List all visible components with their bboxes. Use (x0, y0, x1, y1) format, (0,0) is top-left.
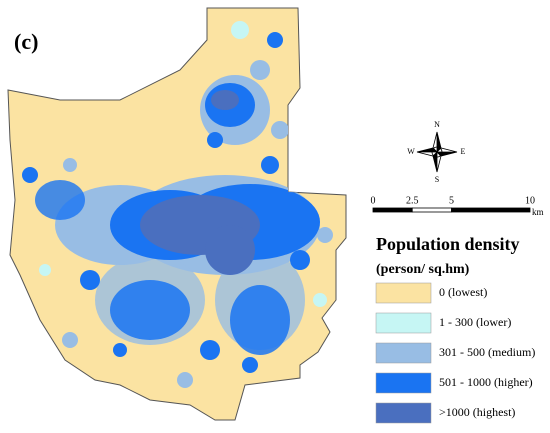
compass-west: W (407, 147, 415, 156)
compass-north: N (434, 120, 440, 129)
scale-segment (451, 207, 531, 213)
panel-label: (c) (14, 29, 38, 54)
legend-swatch (375, 282, 432, 304)
scale-unit: km (532, 207, 544, 217)
scale-segment (372, 207, 413, 213)
compass-east: E (461, 147, 466, 156)
scale-tick-label: 2.5 (406, 195, 419, 206)
scale-tick-label: 10 (525, 195, 535, 206)
scale-tick-label: 0 (371, 195, 376, 206)
scale-tick-label: 5 (449, 195, 454, 206)
legend-label: 0 (lowest) (439, 285, 487, 299)
legend-swatch (375, 342, 432, 364)
legend-swatch (375, 372, 432, 394)
legend-label: >1000 (highest) (439, 405, 515, 419)
legend: 0 (lowest) 1 - 300 (lower) 301 - 500 (medi… (375, 282, 535, 424)
legend-label: 301 - 500 (medium) (439, 345, 535, 359)
compass (416, 131, 458, 173)
scale-segment (411, 207, 452, 213)
density-blobs (22, 21, 333, 388)
legend-label: 1 - 300 (lower) (439, 315, 511, 329)
legend-title: Population density (376, 234, 520, 254)
legend-swatch (375, 312, 432, 334)
legend-swatch (375, 402, 432, 424)
compass-south: S (435, 175, 439, 184)
legend-subtitle: (person/ sq.hm) (376, 262, 470, 277)
legend-label: 501 - 1000 (higher) (439, 375, 533, 389)
